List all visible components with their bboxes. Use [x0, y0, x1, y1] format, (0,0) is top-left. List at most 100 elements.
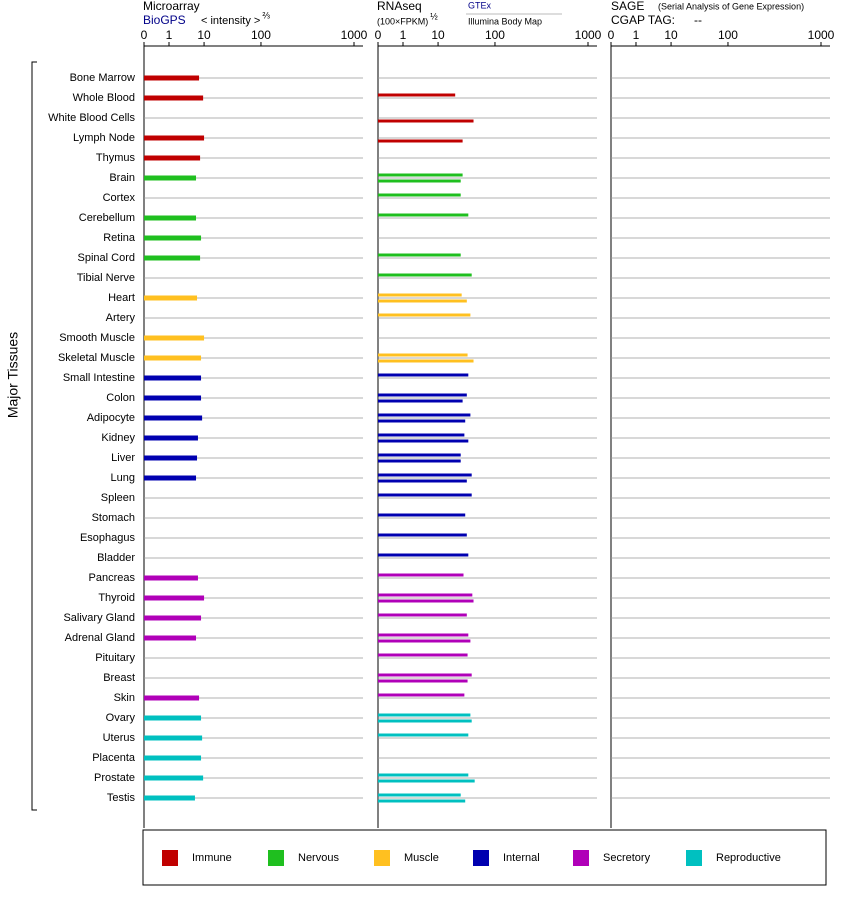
- bar: [378, 599, 474, 603]
- x-tick-label: 1000: [341, 28, 368, 42]
- tissue-label: Prostate: [94, 772, 135, 784]
- bar: [378, 513, 466, 517]
- bar: [144, 695, 200, 701]
- tissue-label: White Blood Cells: [48, 112, 135, 124]
- legend-label: Muscle: [404, 852, 439, 864]
- bar: [144, 355, 202, 361]
- y-axis-label: Major Tissues: [5, 332, 21, 418]
- x-tick-label: 1000: [808, 28, 835, 42]
- bar: [378, 119, 474, 123]
- legend-label: Internal: [503, 852, 540, 864]
- x-tick-label: 1: [633, 28, 640, 42]
- tissue-label: Bladder: [97, 552, 135, 564]
- bar: [378, 653, 468, 657]
- bar: [378, 639, 471, 643]
- bar: [144, 635, 197, 641]
- legend-swatch: [473, 850, 489, 866]
- tissue-label: Stomach: [92, 512, 135, 524]
- legend-label: Secretory: [603, 852, 651, 864]
- bar: [378, 393, 467, 397]
- bar: [144, 455, 198, 461]
- legend-swatch: [268, 850, 284, 866]
- tissue-label: Thymus: [96, 152, 136, 164]
- bar: [144, 135, 205, 141]
- tissue-label: Testis: [107, 792, 136, 804]
- scale-exponent: ½: [430, 11, 438, 21]
- bar: [378, 719, 472, 723]
- bar: [378, 453, 461, 457]
- bar: [378, 799, 466, 803]
- legend-swatch: [374, 850, 390, 866]
- bar: [378, 433, 465, 437]
- legend-label: Immune: [192, 852, 232, 864]
- x-tick-label: 100: [251, 28, 271, 42]
- tissue-label: Heart: [108, 292, 135, 304]
- tissue-label: Spinal Cord: [78, 252, 135, 264]
- x-tick-label: 100: [485, 28, 505, 42]
- tissue-label: Lymph Node: [73, 132, 135, 144]
- bar: [378, 213, 469, 217]
- bar: [144, 595, 205, 601]
- bar: [378, 693, 465, 697]
- bar: [378, 673, 472, 677]
- bar: [378, 779, 475, 783]
- bar: [144, 415, 203, 421]
- tag-label: CGAP TAG:: [611, 13, 675, 27]
- tissue-label: Colon: [106, 392, 135, 404]
- tissue-label: Salivary Gland: [63, 612, 135, 624]
- bar: [378, 399, 463, 403]
- bar: [378, 439, 469, 443]
- tissue-label: Artery: [106, 312, 136, 324]
- bracket: [31, 61, 37, 811]
- tissue-label: Skin: [114, 692, 135, 704]
- legend-label: Nervous: [298, 852, 339, 864]
- bar: [378, 179, 461, 183]
- bar: [378, 593, 473, 597]
- bar: [378, 419, 466, 423]
- legend-swatch: [686, 850, 702, 866]
- tissue-label: Spleen: [101, 492, 135, 504]
- tissue-label: Uterus: [103, 732, 136, 744]
- bar: [378, 373, 469, 377]
- bar: [378, 679, 468, 683]
- panel-title: SAGE: [611, 0, 644, 13]
- bar: [144, 715, 202, 721]
- bar: [378, 733, 469, 737]
- bar: [144, 335, 205, 341]
- bar: [144, 175, 197, 181]
- scale-exponent: ⅔: [262, 10, 270, 20]
- bar: [378, 413, 471, 417]
- bar: [144, 575, 198, 581]
- tissue-label: Kidney: [101, 432, 135, 444]
- tissue-label: Placenta: [92, 752, 136, 764]
- bar: [144, 795, 195, 801]
- tag-value: --: [694, 13, 702, 27]
- legend-swatch: [162, 850, 178, 866]
- tissue-label: Bone Marrow: [70, 72, 135, 84]
- tissue-label: Adipocyte: [87, 412, 135, 424]
- bar: [378, 299, 467, 303]
- bar: [378, 713, 471, 717]
- tissue-label: Cerebellum: [79, 212, 135, 224]
- x-tick-label: 10: [197, 28, 211, 42]
- bar: [378, 793, 461, 797]
- bar: [378, 633, 469, 637]
- tissue-label: Lung: [111, 472, 135, 484]
- scale-label: < intensity >: [201, 15, 260, 27]
- bar: [378, 493, 472, 497]
- bar: [144, 235, 202, 241]
- source-label: BioGPS: [143, 13, 186, 27]
- tissue-label: Ovary: [106, 712, 136, 724]
- x-tick-label: 0: [141, 28, 148, 42]
- x-tick-label: 0: [375, 28, 382, 42]
- panel-title: Microarray: [143, 0, 200, 13]
- bar: [378, 139, 463, 143]
- x-tick-label: 1: [400, 28, 407, 42]
- bar: [378, 359, 474, 363]
- tissue-label: Skeletal Muscle: [58, 352, 135, 364]
- tissue-label: Pancreas: [89, 572, 136, 584]
- x-tick-label: 0: [608, 28, 615, 42]
- bar: [144, 775, 204, 781]
